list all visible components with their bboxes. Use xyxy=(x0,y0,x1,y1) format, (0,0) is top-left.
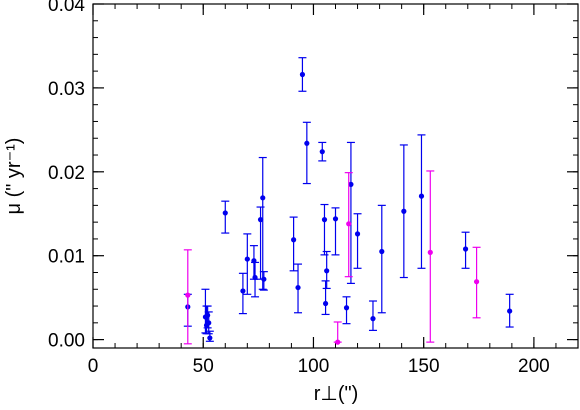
data-point xyxy=(462,246,469,252)
data-point xyxy=(257,217,264,223)
data-point xyxy=(319,149,325,155)
data-point xyxy=(401,208,407,214)
y-tick-label: 0.01 xyxy=(48,247,85,268)
data-point xyxy=(185,292,191,298)
data-point xyxy=(322,300,329,307)
data-point xyxy=(379,248,385,255)
data-point xyxy=(205,312,211,318)
data-point xyxy=(418,193,425,199)
data-point xyxy=(291,237,297,243)
x-tick-label: 0 xyxy=(88,356,99,377)
x-tick-label: 200 xyxy=(518,356,550,377)
data-point xyxy=(321,217,328,223)
data-point xyxy=(348,181,354,187)
x-tick-label: 100 xyxy=(298,356,330,377)
data-point xyxy=(343,305,350,311)
data-point xyxy=(206,320,212,326)
data-point xyxy=(332,216,339,222)
data-point xyxy=(335,339,341,345)
data-point xyxy=(473,279,480,285)
x-tick-label: 50 xyxy=(193,356,214,377)
x-axis-label: r⊥(") xyxy=(314,383,359,405)
data-point xyxy=(507,308,513,314)
data-point xyxy=(299,71,306,78)
data-point xyxy=(304,140,310,146)
y-tick-label: 0.04 xyxy=(48,0,85,16)
plot-layer: 0 50 100 150 200 0.00 0.01 0.02 0.03 0.04 xyxy=(48,0,579,377)
data-point xyxy=(354,231,361,237)
data-point xyxy=(261,276,267,282)
y-tick-label: 0.02 xyxy=(48,163,85,184)
data-point xyxy=(252,274,258,281)
data-point xyxy=(244,256,250,262)
y-tick-label: 0.00 xyxy=(48,331,85,352)
data-point xyxy=(295,284,301,291)
data-point xyxy=(346,221,352,227)
y-tick-label: 0.03 xyxy=(48,79,85,100)
data-point xyxy=(240,288,246,294)
y-axis-label: μ (" yr⁻¹) xyxy=(3,138,25,215)
data-point xyxy=(222,210,228,216)
data-point xyxy=(324,268,330,274)
x-tick-label: 150 xyxy=(408,356,440,377)
plot-frame xyxy=(92,3,579,349)
data-point xyxy=(207,335,213,341)
data-point xyxy=(370,316,376,322)
data-point xyxy=(260,195,266,201)
data-point xyxy=(427,249,433,255)
